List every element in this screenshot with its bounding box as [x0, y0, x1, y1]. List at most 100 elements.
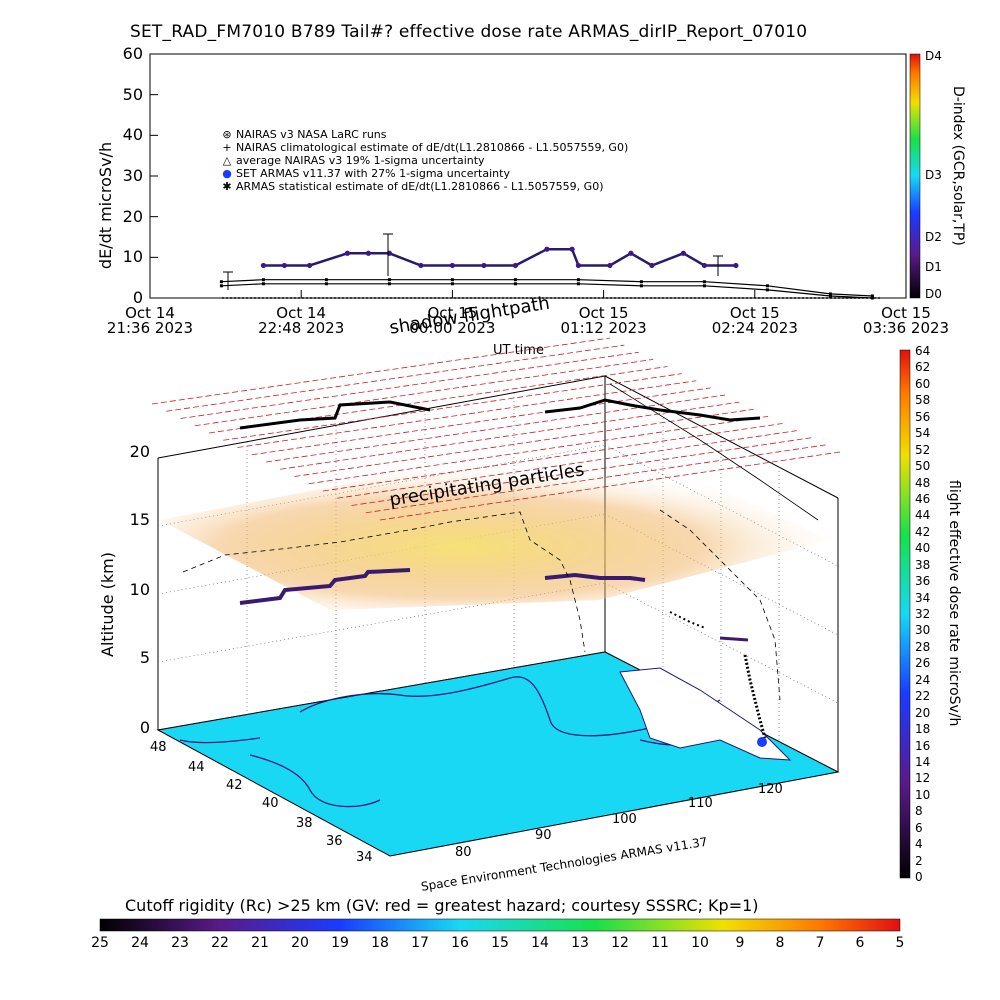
series-point	[544, 246, 550, 252]
series-point	[261, 282, 265, 286]
rigidity-tick: 25	[91, 935, 109, 951]
precipitation-grid	[151, 337, 841, 521]
top-plot-ticks	[149, 53, 907, 299]
dose-colorbar-tick: 26	[915, 656, 931, 671]
series-point	[261, 278, 265, 282]
legend-text: ARMAS statistical estimate of dE/dt(L1.2…	[236, 180, 604, 193]
grid-line	[322, 423, 783, 492]
lat-tick: 34	[356, 850, 373, 865]
ytick-label: 40	[122, 125, 143, 145]
legend-symbol: ✱	[222, 180, 232, 193]
series-point	[569, 246, 575, 252]
dose-colorbar-tick: 56	[915, 409, 931, 424]
top-ylabel-wrap: dE/dt microSv/h	[96, 100, 120, 320]
dose-colorbar-tick: 54	[915, 426, 931, 441]
dindex-tick: D2	[925, 230, 942, 244]
legend-item: △ average NAIRAS v3 19% 1-sigma uncertain…	[222, 154, 485, 167]
lat-tick: 48	[150, 740, 167, 755]
legend-text: average NAIRAS v3 19% 1-sigma uncertaint…	[236, 154, 485, 167]
dose-colorbar-tick: 24	[915, 672, 931, 687]
series-point	[324, 282, 328, 286]
dose-colorbar-tick: 46	[915, 491, 931, 506]
xtick-date: Oct 15	[729, 304, 780, 322]
lon-tick: 110	[688, 796, 713, 811]
dose-colorbar-tick: 48	[915, 475, 931, 490]
rigidity-tick: 23	[171, 935, 189, 951]
top-xlabel: UT time	[493, 343, 544, 358]
dose-colorbar-tick: 64	[915, 344, 931, 358]
precipitation-glow	[160, 470, 830, 610]
xtick-time: 22:48 2023	[258, 319, 345, 337]
dose-colorbar-tick: 22	[915, 689, 931, 704]
series-point	[512, 262, 519, 269]
series-point	[870, 294, 874, 298]
ocean-floor	[156, 651, 840, 857]
lat-tick: 42	[226, 778, 243, 793]
series-point	[576, 282, 580, 286]
dose-colorbar-tick: 18	[915, 722, 931, 737]
rigidity-tick: 14	[531, 935, 549, 951]
landing-point	[757, 737, 767, 747]
grid-line	[337, 430, 797, 499]
series-point	[418, 262, 424, 269]
lat-tick: 44	[188, 760, 205, 775]
series-point	[513, 278, 517, 282]
dose-colorbar-tick: 50	[915, 459, 931, 474]
grid-line	[251, 387, 711, 456]
ytick-label: 60	[122, 44, 143, 63]
rigidity-label: Cutoff rigidity (Rc) >25 km (GV: red = g…	[125, 896, 759, 915]
dose-colorbar-tick: 42	[915, 524, 931, 539]
rigidity-tick: 15	[491, 935, 509, 951]
series-point	[219, 284, 223, 288]
xtick-date: Oct 14	[276, 304, 327, 322]
series-point	[576, 278, 580, 282]
scene-3d	[151, 337, 911, 879]
chart-title: SET_RAD_FM7010 B789 Tail#? effective dos…	[130, 22, 808, 42]
legend-symbol: ●	[222, 167, 232, 180]
dose-colorbar-tick: 30	[915, 623, 931, 638]
legend-item: ✱ ARMAS statistical estimate of dE/dt(L1.…	[222, 180, 603, 193]
dose-colorbar-tick: 16	[915, 738, 931, 753]
series-point	[575, 262, 582, 269]
rigidity-tick: 13	[571, 935, 589, 951]
rigidity-tick: 7	[815, 935, 825, 951]
lon-tick: 120	[758, 782, 783, 797]
top-plot-data	[219, 233, 880, 300]
rigidity-tick: 21	[251, 935, 269, 951]
ytick-label: 0	[132, 288, 143, 307]
series-point	[324, 278, 328, 282]
legend-item: + NAIRAS climatological estimate of dE/dt…	[222, 141, 628, 154]
grid-line	[280, 401, 740, 470]
series-point	[702, 280, 706, 284]
shadow-flightpath	[182, 383, 819, 701]
dose-colorbar-label: flight effective dose rate microSv/h	[946, 480, 962, 727]
grid-line	[180, 351, 639, 419]
series-point	[365, 250, 371, 256]
series-point	[733, 262, 739, 269]
ytick-label: 20	[122, 206, 143, 226]
dose-colorbar-tick: 60	[915, 376, 931, 391]
rigidity-tick: 18	[371, 935, 389, 951]
dose-colorbar-tick: 40	[915, 541, 931, 556]
altitude-tick: 20	[129, 442, 150, 461]
series-line	[263, 247, 736, 267]
dose-colorbar	[899, 349, 911, 879]
series-point	[387, 278, 391, 282]
legend-symbol: +	[222, 141, 232, 154]
series-point	[260, 262, 266, 269]
rigidity-tick: 6	[855, 935, 865, 951]
rigidity-tick: 8	[775, 935, 785, 951]
dose-colorbar-tick: 32	[915, 607, 931, 621]
dose-colorbar-tick: 4	[915, 837, 923, 852]
dindex-label: D-index (GCR,solar,TP)	[950, 86, 966, 246]
top-plot	[149, 53, 921, 300]
xtick-date: Oct 15	[881, 304, 931, 322]
ytick-label: 30	[122, 166, 143, 185]
dindex-tick: D4	[925, 49, 942, 63]
rigidity-tick: 11	[651, 935, 669, 951]
grid-line	[365, 444, 826, 514]
legend-item: ⊛ NAIRAS v3 NASA LaRC runs	[222, 128, 386, 141]
dose-colorbar-tick: 62	[915, 360, 931, 375]
dose-colorbar-tick: 34	[915, 590, 931, 605]
